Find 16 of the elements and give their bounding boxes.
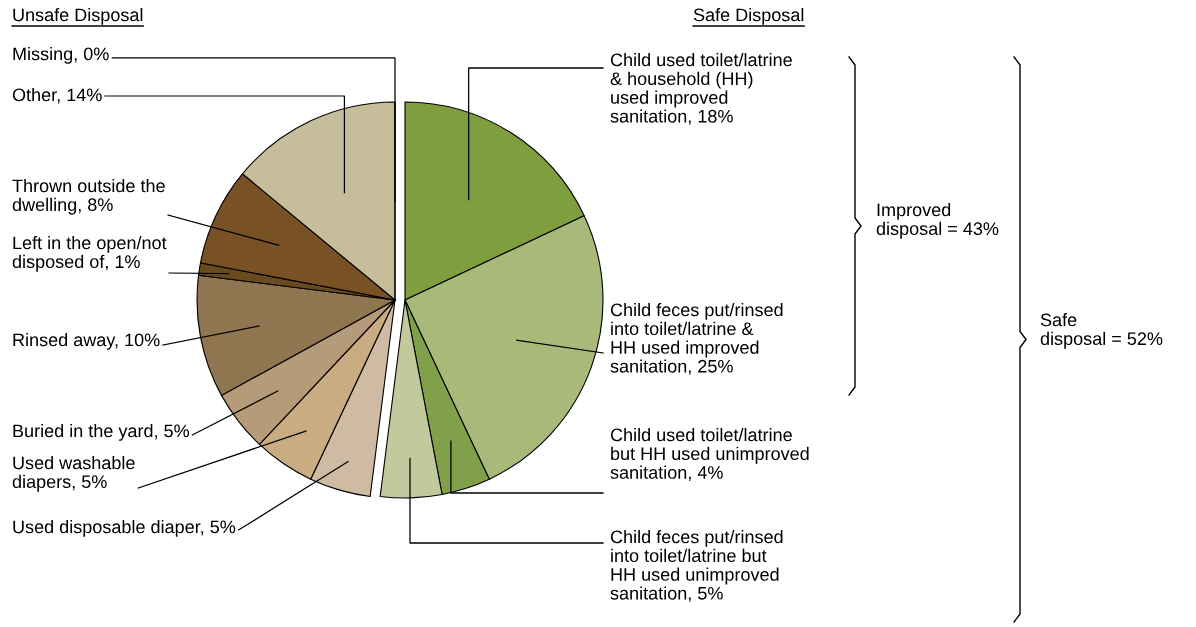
slice-label: Rinsed away, 10% — [13, 333, 160, 350]
slice-label: Child feces put/rinsed into toilet/latrine but HH used unimproved sanitation, 5% — [610, 530, 783, 602]
text: Safe disposal = 52% — [1040, 313, 1163, 349]
text: Unsafe Disposal — [13, 8, 143, 25]
slice-label: Child used toilet/latrine & household (HH) used improved sanitation, 18% — [610, 53, 792, 125]
text: Improved disposal = 43% — [876, 203, 999, 239]
slice-label: Child used toilet/latrine but HH used unimproved sanitation, 4% — [610, 428, 809, 481]
category-label: Missing, 0% — [13, 47, 109, 64]
slice-label: Used disposable diaper, 5% — [13, 520, 236, 537]
slice-label: Used washable diapers, 5% — [12, 456, 135, 492]
slice-label: Child feces put/rinsed into toilet/latrine & HH used improved sanitation, 25% — [610, 303, 783, 375]
text: Safe Disposal — [693, 8, 804, 25]
slice-label: Buried in the yard, 5% — [13, 424, 189, 441]
slice-label: Left in the open/not disposed of, 1% — [12, 236, 167, 272]
slice-label: Other, 14% — [12, 88, 102, 104]
slice-label: Thrown outside the dwelling, 8% — [12, 179, 165, 215]
